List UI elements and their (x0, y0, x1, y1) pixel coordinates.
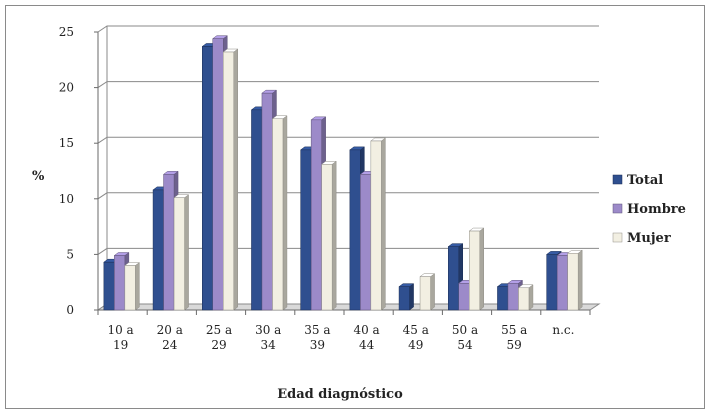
y-tick-label: 10 (59, 192, 74, 206)
bars (103, 35, 583, 311)
bar-mujer (370, 137, 387, 311)
y-tick-label: 0 (66, 303, 74, 317)
bar-mujer (468, 227, 485, 311)
y-axis-title: % (32, 169, 45, 184)
gridline (97, 136, 599, 144)
legend-label: Mujer (627, 231, 671, 246)
y-tick-label: 25 (59, 25, 74, 39)
bar-mujer (419, 273, 436, 311)
x-category-label: 35 a 39 (304, 323, 330, 352)
bar-mujer (566, 249, 583, 311)
legend-item-hombre: Hombre (612, 202, 686, 217)
y-tick-label: 20 (59, 81, 74, 95)
legend-swatch (612, 203, 623, 214)
x-category-label: 50 a 54 (452, 323, 478, 352)
y-tick-label: 5 (66, 247, 74, 261)
legend-item-mujer: Mujer (612, 231, 671, 246)
y-tick-labels: 0 5 10 15 20 25 (59, 25, 74, 317)
bar-mujer (271, 115, 288, 311)
gridline (97, 25, 599, 33)
legend-swatch (612, 232, 623, 243)
bar-mujer (517, 284, 534, 311)
x-category-label: 25 a 29 (206, 323, 232, 352)
y-tick-label: 15 (59, 136, 74, 150)
x-category-label: 10 a 19 (107, 323, 133, 352)
x-category-label: 20 a 24 (157, 323, 183, 352)
legend-label: Total (627, 173, 663, 188)
x-axis-title: Edad diagnóstico (277, 387, 403, 402)
x-category-label: 40 a 44 (353, 323, 379, 352)
legend-label: Hombre (627, 202, 686, 217)
x-category-label: 55 a 59 (501, 323, 527, 352)
x-category-labels: 10 a 19 20 a 24 25 a 29 30 a 34 35 a 39 40 a 44 45 a… (107, 323, 574, 352)
legend-swatch (612, 174, 623, 185)
bar-mujer (320, 160, 337, 311)
bar-mujer (173, 194, 190, 311)
legend-item-total: Total (612, 173, 663, 188)
x-category-label: 45 a 49 (403, 323, 429, 352)
legend: Total Hombre Mujer (612, 173, 686, 246)
x-category-label: 30 a 34 (255, 323, 281, 352)
bar-total (398, 283, 415, 311)
gridline (97, 81, 599, 89)
bar-mujer (124, 262, 141, 311)
bar-mujer (222, 48, 239, 311)
x-category-label: n.c. (552, 323, 574, 337)
